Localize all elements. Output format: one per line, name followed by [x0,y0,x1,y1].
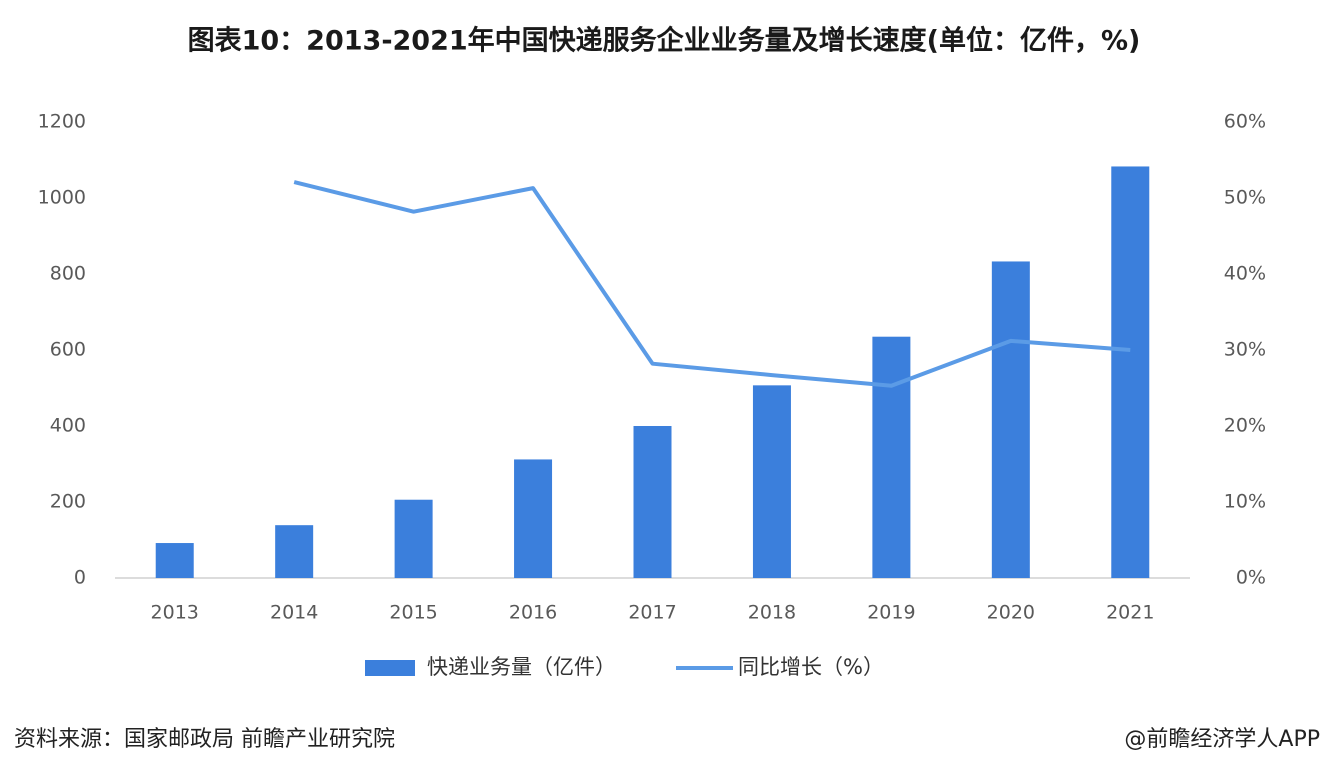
y-tick-label: 1200 [38,111,86,133]
bar [1111,166,1150,578]
credit: @前瞻经济学人APP [1124,727,1320,752]
x-tick-label: 2017 [628,602,676,624]
source: 资料来源：国家邮政局 前瞻产业研究院 [14,727,395,752]
legend-swatch [365,660,415,676]
y2-tick-label: 30% [1224,339,1266,361]
bar [991,261,1030,578]
y-tick-label: 200 [50,491,86,513]
bar [394,499,433,578]
x-tick-label: 2019 [867,602,915,624]
x-tick-label: 2013 [151,602,199,624]
chart-title: 图表10：2013-2021年中国快递服务企业业务量及增长速度(单位：亿件，%) [188,25,1141,57]
y2-tick-label: 60% [1224,111,1266,133]
legend-label: 同比增长（%） [738,655,884,679]
bar [633,426,672,578]
bar [872,336,911,578]
x-tick-label: 2014 [270,602,318,624]
y-tick-label: 600 [50,339,86,361]
y-tick-label: 400 [50,415,86,437]
x-tick-label: 2015 [389,602,437,624]
y2-tick-label: 50% [1224,187,1266,209]
y2-tick-label: 40% [1224,263,1266,285]
y2-tick-label: 10% [1224,491,1266,513]
y-tick-label: 800 [50,263,86,285]
y-tick-label: 0 [74,567,86,589]
bar [155,543,194,578]
y2-tick-label: 0% [1236,567,1266,589]
line [293,180,1131,388]
x-tick-label: 2018 [748,602,796,624]
bar [275,525,314,578]
bar [752,385,791,578]
y2-tick-label: 20% [1224,415,1266,437]
x-tick-label: 2021 [1106,602,1154,624]
legend-label: 快递业务量（亿件） [427,655,616,679]
bar [514,459,553,578]
x-tick-label: 2020 [987,602,1035,624]
y-tick-label: 1000 [38,187,86,209]
x-tick-label: 2016 [509,602,557,624]
